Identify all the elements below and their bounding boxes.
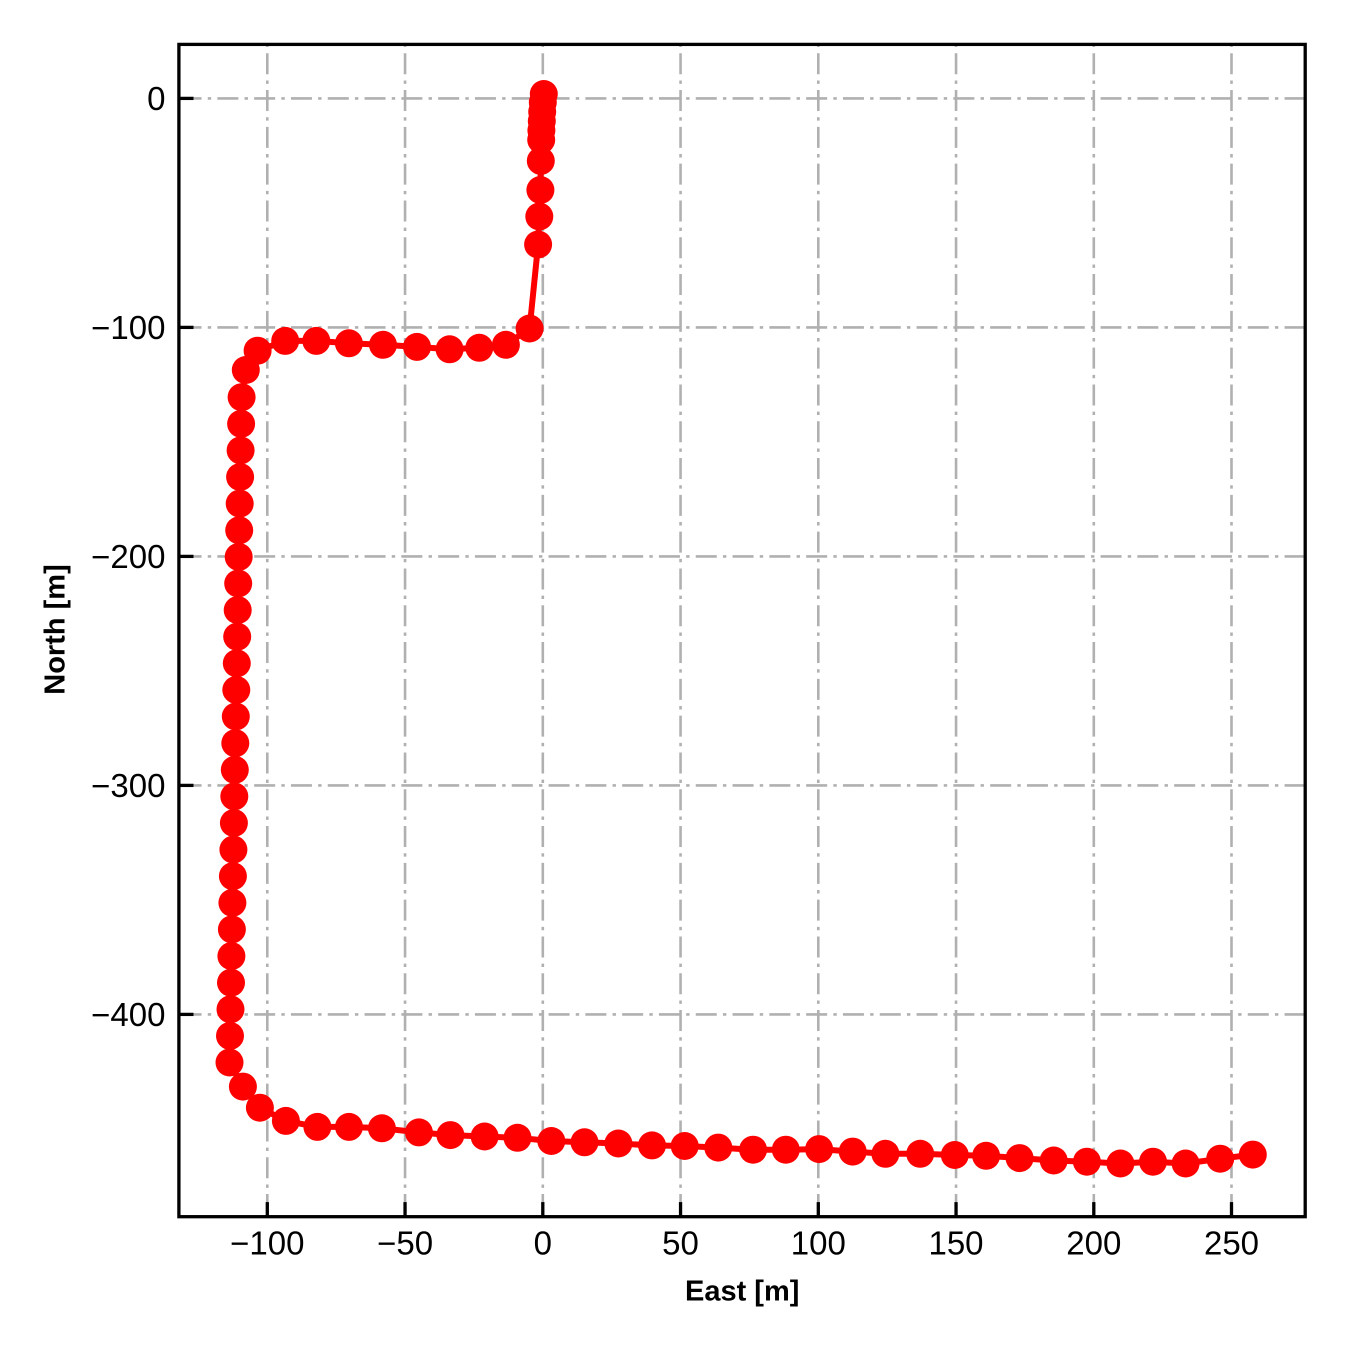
svg-text:−100: −100 xyxy=(91,309,165,346)
svg-text:−400: −400 xyxy=(91,996,165,1033)
svg-text:50: 50 xyxy=(662,1224,699,1261)
svg-text:−50: −50 xyxy=(377,1224,433,1261)
svg-text:250: 250 xyxy=(1204,1224,1259,1261)
svg-text:North [m]: North [m] xyxy=(40,564,72,694)
svg-text:−300: −300 xyxy=(91,767,165,804)
svg-text:0: 0 xyxy=(147,80,165,117)
svg-text:−100: −100 xyxy=(230,1224,304,1261)
svg-text:200: 200 xyxy=(1066,1224,1121,1261)
svg-text:−200: −200 xyxy=(91,538,165,575)
svg-text:0: 0 xyxy=(534,1224,552,1261)
svg-text:East [m]: East [m] xyxy=(685,1276,799,1308)
svg-text:150: 150 xyxy=(928,1224,983,1261)
svg-text:100: 100 xyxy=(791,1224,846,1261)
